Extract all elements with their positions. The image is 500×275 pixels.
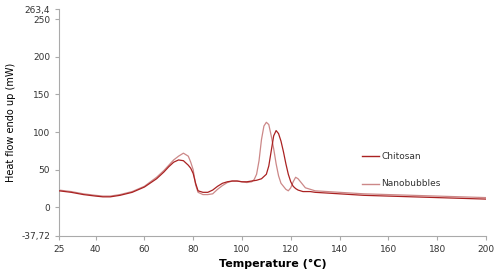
Text: Nanobubbles: Nanobubbles (382, 179, 440, 188)
Text: Chitosan: Chitosan (382, 152, 421, 161)
X-axis label: Temperature (°C): Temperature (°C) (218, 259, 326, 270)
Y-axis label: Heat flow endo up (mW): Heat flow endo up (mW) (6, 63, 16, 182)
